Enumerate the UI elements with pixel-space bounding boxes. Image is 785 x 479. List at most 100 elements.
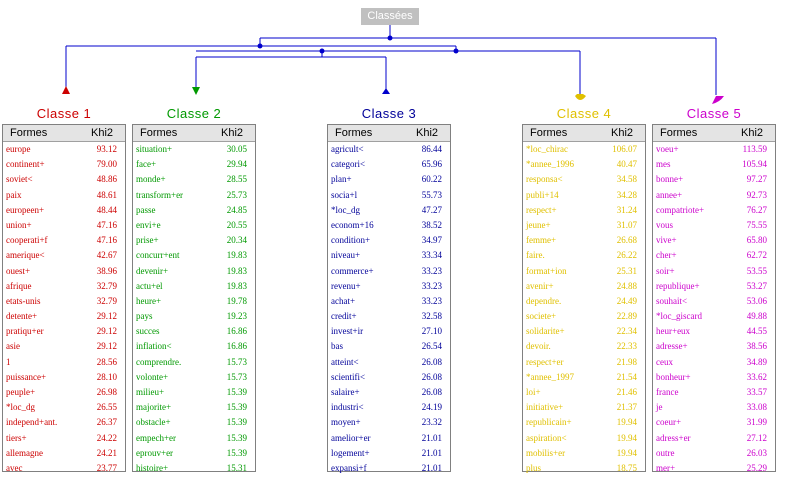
table-row[interactable]: actu+el 19.83 bbox=[133, 279, 255, 294]
table-row[interactable]: inflation< 16.86 bbox=[133, 339, 255, 354]
table-row[interactable]: dependre. 24.49 bbox=[523, 294, 645, 309]
table-row[interactable]: *loc_giscard 49.88 bbox=[653, 309, 775, 324]
khi2-column-header[interactable]: Khi2 bbox=[91, 127, 114, 139]
table-row[interactable]: achat+ 33.23 bbox=[328, 294, 450, 309]
table-row[interactable]: bonne+ 97.27 bbox=[653, 172, 775, 187]
table-row[interactable]: heur+eux 44.55 bbox=[653, 324, 775, 339]
table-row[interactable]: respect+er 21.98 bbox=[523, 355, 645, 370]
table-row[interactable]: adresse+ 38.56 bbox=[653, 339, 775, 354]
table-row[interactable]: solidarite+ 22.34 bbox=[523, 324, 645, 339]
table-row[interactable]: eprouv+er 15.39 bbox=[133, 446, 255, 461]
table-row[interactable]: vive+ 65.80 bbox=[653, 233, 775, 248]
table-row[interactable]: devoir. 22.33 bbox=[523, 339, 645, 354]
table-row[interactable]: mobilis+er 19.94 bbox=[523, 446, 645, 461]
table-row[interactable]: *loc_chirac 106.07 bbox=[523, 142, 645, 157]
table-row[interactable]: bas 26.54 bbox=[328, 339, 450, 354]
table-row[interactable]: voeu+ 113.59 bbox=[653, 142, 775, 157]
table-row[interactable]: comprendre. 15.73 bbox=[133, 355, 255, 370]
formes-column-header[interactable]: Formes bbox=[530, 127, 568, 139]
table-row[interactable]: transform+er 25.73 bbox=[133, 188, 255, 203]
table-row[interactable]: amerique< 42.67 bbox=[3, 248, 125, 263]
table-row[interactable]: situation+ 30.05 bbox=[133, 142, 255, 157]
class-5-panel[interactable]: Formes Khi2 voeu+ 113.59 mes 105.94 bonne+ 97… bbox=[652, 124, 776, 473]
table-row[interactable]: *loc_dg 26.55 bbox=[3, 400, 125, 415]
table-row[interactable]: industri< 24.19 bbox=[328, 400, 450, 415]
table-row[interactable]: detente+ 29.12 bbox=[3, 309, 125, 324]
table-row[interactable]: *annee_1996 40.47 bbox=[523, 157, 645, 172]
table-row[interactable]: societe+ 22.89 bbox=[523, 309, 645, 324]
table-row[interactable]: puissance+ 28.10 bbox=[3, 370, 125, 385]
table-row[interactable]: je 33.08 bbox=[653, 400, 775, 415]
khi2-column-header[interactable]: Khi2 bbox=[416, 127, 439, 139]
table-row[interactable]: bonheur+ 33.62 bbox=[653, 370, 775, 385]
table-row[interactable]: pays 19.23 bbox=[133, 309, 255, 324]
root-node-classees[interactable]: Classées bbox=[361, 8, 419, 25]
table-row[interactable]: obstacle+ 15.39 bbox=[133, 415, 255, 430]
table-row[interactable]: ceux 34.89 bbox=[653, 355, 775, 370]
formes-column-header[interactable]: Formes bbox=[140, 127, 178, 139]
table-row[interactable]: etats-unis 32.79 bbox=[3, 294, 125, 309]
khi2-column-header[interactable]: Khi2 bbox=[741, 127, 764, 139]
table-row[interactable]: independ+ant. 26.37 bbox=[3, 415, 125, 430]
table-row[interactable]: soir+ 53.55 bbox=[653, 264, 775, 279]
table-row[interactable]: avenir+ 24.88 bbox=[523, 279, 645, 294]
table-row[interactable]: 1 28.56 bbox=[3, 355, 125, 370]
table-row[interactable]: soviet< 48.86 bbox=[3, 172, 125, 187]
formes-column-header[interactable]: Formes bbox=[335, 127, 373, 139]
table-row[interactable]: paix 48.61 bbox=[3, 188, 125, 203]
table-row[interactable]: afrique 32.79 bbox=[3, 279, 125, 294]
table-row[interactable]: invest+ir 27.10 bbox=[328, 324, 450, 339]
table-row[interactable]: publi+14 34.28 bbox=[523, 188, 645, 203]
table-row[interactable]: annee+ 92.73 bbox=[653, 188, 775, 203]
table-row[interactable]: logement+ 21.01 bbox=[328, 446, 450, 461]
table-row[interactable]: monde+ 28.55 bbox=[133, 172, 255, 187]
table-row[interactable]: souhait< 53.06 bbox=[653, 294, 775, 309]
table-row[interactable]: ouest+ 38.96 bbox=[3, 264, 125, 279]
table-row[interactable]: respect+ 31.24 bbox=[523, 203, 645, 218]
khi2-column-header[interactable]: Khi2 bbox=[221, 127, 244, 139]
class-2-panel[interactable]: Formes Khi2 situation+ 30.05 face+ 29.94 mon… bbox=[132, 124, 256, 473]
table-row[interactable]: faire. 26.22 bbox=[523, 248, 645, 263]
formes-column-header[interactable]: Formes bbox=[660, 127, 698, 139]
table-row[interactable]: plus 18.75 bbox=[523, 461, 645, 476]
table-row[interactable]: compatriote+ 76.27 bbox=[653, 203, 775, 218]
table-row[interactable]: europe 93.12 bbox=[3, 142, 125, 157]
table-row[interactable]: milieu+ 15.39 bbox=[133, 385, 255, 400]
table-row[interactable]: scientifi< 26.08 bbox=[328, 370, 450, 385]
class-4-panel[interactable]: Formes Khi2 *loc_chirac 106.07 *annee_1996… bbox=[522, 124, 646, 473]
table-row[interactable]: amelior+er 21.01 bbox=[328, 431, 450, 446]
table-row[interactable]: face+ 29.94 bbox=[133, 157, 255, 172]
table-row[interactable]: plan+ 60.22 bbox=[328, 172, 450, 187]
formes-column-header[interactable]: Formes bbox=[10, 127, 48, 139]
table-row[interactable]: outre 26.03 bbox=[653, 446, 775, 461]
table-row[interactable]: concurr+ent 19.83 bbox=[133, 248, 255, 263]
table-row[interactable]: adress+er 27.12 bbox=[653, 431, 775, 446]
table-row[interactable]: format+ion 25.31 bbox=[523, 264, 645, 279]
table-row[interactable]: passe 24.85 bbox=[133, 203, 255, 218]
table-row[interactable]: jeune+ 31.07 bbox=[523, 218, 645, 233]
table-row[interactable]: categori< 65.96 bbox=[328, 157, 450, 172]
table-row[interactable]: devenir+ 19.83 bbox=[133, 264, 255, 279]
table-row[interactable]: econom+16 38.52 bbox=[328, 218, 450, 233]
table-row[interactable]: credit+ 32.58 bbox=[328, 309, 450, 324]
table-row[interactable]: vous 75.55 bbox=[653, 218, 775, 233]
table-row[interactable]: tiers+ 24.22 bbox=[3, 431, 125, 446]
table-row[interactable]: commerce+ 33.23 bbox=[328, 264, 450, 279]
table-row[interactable]: prise+ 20.34 bbox=[133, 233, 255, 248]
class-3-panel[interactable]: Formes Khi2 agricult< 86.44 categori< 65.96… bbox=[327, 124, 451, 473]
table-row[interactable]: loi+ 21.46 bbox=[523, 385, 645, 400]
table-row[interactable]: aspiration< 19.94 bbox=[523, 431, 645, 446]
table-row[interactable]: europeen+ 48.44 bbox=[3, 203, 125, 218]
table-row[interactable]: volonte+ 15.73 bbox=[133, 370, 255, 385]
table-row[interactable]: empech+er 15.39 bbox=[133, 431, 255, 446]
table-row[interactable]: envi+e 20.55 bbox=[133, 218, 255, 233]
table-row[interactable]: agricult< 86.44 bbox=[328, 142, 450, 157]
table-row[interactable]: niveau+ 33.34 bbox=[328, 248, 450, 263]
table-row[interactable]: succes 16.86 bbox=[133, 324, 255, 339]
table-row[interactable]: *annee_1997 21.54 bbox=[523, 370, 645, 385]
table-row[interactable]: initiative+ 21.37 bbox=[523, 400, 645, 415]
table-row[interactable]: continent+ 79.00 bbox=[3, 157, 125, 172]
table-row[interactable]: mes 105.94 bbox=[653, 157, 775, 172]
table-row[interactable]: union+ 47.16 bbox=[3, 218, 125, 233]
table-row[interactable]: revenu+ 33.23 bbox=[328, 279, 450, 294]
